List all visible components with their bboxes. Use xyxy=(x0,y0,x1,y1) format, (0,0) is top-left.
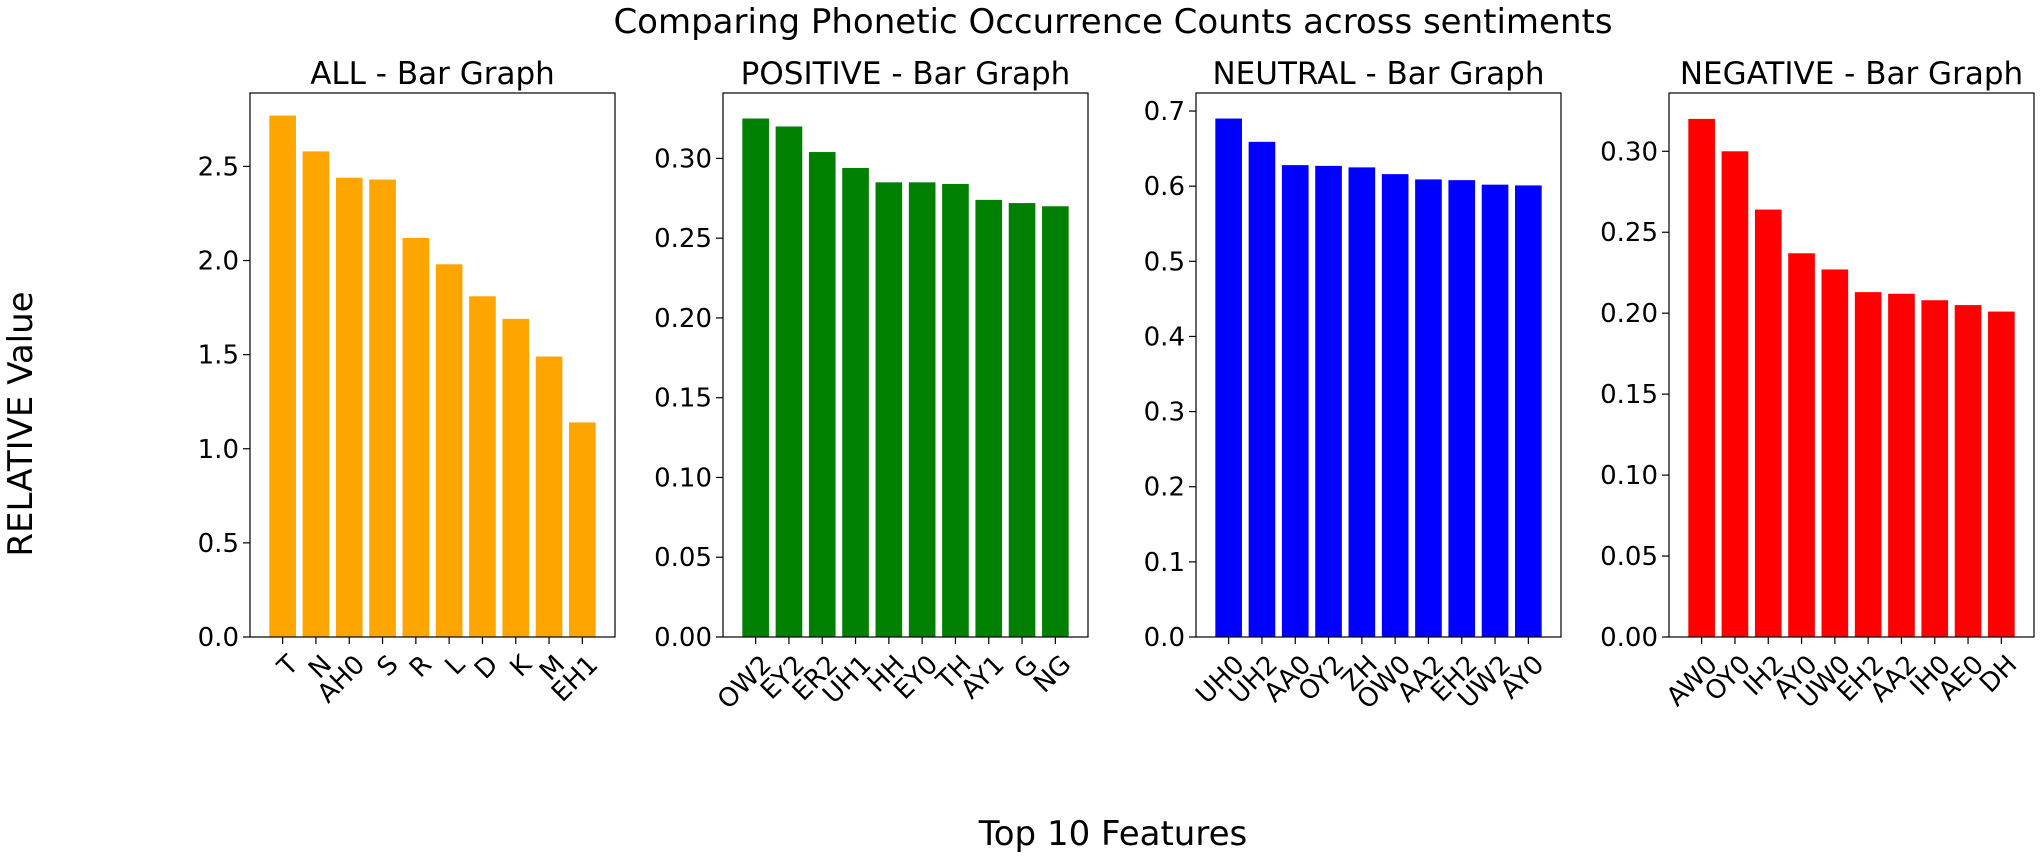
bar-AY0 xyxy=(1515,185,1542,637)
x-tick-label: R xyxy=(404,650,438,684)
chart-panel-1: POSITIVE - Bar Graph 0.00 0.05 0.10 0.15 0.20… xyxy=(654,56,1089,715)
bar-OW2 xyxy=(742,118,769,638)
y-tick-label: 1.5 xyxy=(198,341,239,371)
figure-suptitle: Comparing Phonetic Occurrence Counts acr… xyxy=(613,2,1612,42)
bar-G xyxy=(1008,203,1036,638)
y-tick-label: 0.05 xyxy=(654,543,712,573)
y-tick-label: 0.7 xyxy=(1144,97,1185,127)
x-tick-label: S xyxy=(372,650,405,683)
bar-EH1 xyxy=(569,422,596,637)
bar-OY0 xyxy=(1721,151,1749,638)
bar-ER2 xyxy=(808,152,836,637)
bar-R xyxy=(402,237,430,638)
y-tick-label: 0.5 xyxy=(1144,247,1185,277)
bar-HH xyxy=(875,182,903,637)
y-tick-label: 0.20 xyxy=(1600,299,1658,329)
bar-AA2 xyxy=(1888,293,1915,637)
y-tick-label: 0.00 xyxy=(1600,623,1658,653)
bar-UH1 xyxy=(842,167,869,637)
panel-title: POSITIVE - Bar Graph xyxy=(741,56,1071,92)
bar-UH2 xyxy=(1248,141,1276,637)
chart-panel-2: NEUTRAL - Bar Graph 0.0 0.1 0.2 0.3 0.4 0.5 0.6… xyxy=(1144,56,1562,715)
y-tick-label: 0.5 xyxy=(198,529,239,559)
bar-OW0 xyxy=(1381,174,1409,637)
y-tick-label: 0.10 xyxy=(654,463,712,493)
x-tick-label: NG xyxy=(1028,650,1077,699)
panel-title: ALL - Bar Graph xyxy=(310,56,555,92)
y-tick-label: 0.0 xyxy=(1144,623,1185,653)
panel-title: NEGATIVE - Bar Graph xyxy=(1680,56,2023,92)
figure-y-axis-label: RELATIVE Value xyxy=(1,291,41,556)
y-tick-label: 0.25 xyxy=(654,224,712,254)
y-tick-label: 0.0 xyxy=(198,623,239,653)
bar-AY1 xyxy=(975,199,1003,638)
y-tick-label: 0.30 xyxy=(1600,137,1658,167)
bar-EH2 xyxy=(1448,180,1476,637)
y-tick-label: 1.0 xyxy=(198,435,239,465)
y-tick-label: 0.05 xyxy=(1600,542,1658,572)
y-tick-label: 2.0 xyxy=(198,247,239,277)
bar-M xyxy=(535,356,563,637)
axes-frame xyxy=(249,92,616,638)
y-tick-label: 0.4 xyxy=(1144,322,1185,352)
y-tick-label: 0.30 xyxy=(654,144,712,174)
bar-IH2 xyxy=(1754,209,1782,638)
axes-frame xyxy=(1195,92,1562,638)
y-tick-label: 0.1 xyxy=(1144,548,1185,578)
x-tick-label: D xyxy=(469,650,504,685)
axes-frame xyxy=(722,92,1089,638)
bar-S xyxy=(369,179,396,637)
x-tick-label: T xyxy=(271,650,304,683)
bar-T xyxy=(269,115,296,637)
bar-L xyxy=(435,264,463,637)
y-tick-label: 0.20 xyxy=(654,304,712,334)
bar-TH xyxy=(942,183,969,637)
bar-UH0 xyxy=(1215,118,1242,638)
bar-AW0 xyxy=(1688,118,1715,637)
y-tick-label: 0.2 xyxy=(1144,473,1185,503)
bar-N xyxy=(302,151,330,637)
y-tick-label: 0.15 xyxy=(654,384,712,414)
y-tick-label: 0.15 xyxy=(1600,380,1658,410)
bar-UW0 xyxy=(1821,269,1849,637)
chart-panel-3: NEGATIVE - Bar Graph 0.00 0.05 0.10 0.15 0.20… xyxy=(1600,56,2035,714)
bar-ZH xyxy=(1348,167,1376,638)
y-tick-label: 0.10 xyxy=(1600,461,1658,491)
x-tick-label: DH xyxy=(1974,650,2023,699)
bar-AY0 xyxy=(1788,253,1815,638)
bar-EH2 xyxy=(1854,292,1882,637)
y-tick-label: 0.3 xyxy=(1144,398,1185,428)
bar-OY2 xyxy=(1315,165,1342,637)
bar-D xyxy=(469,296,496,637)
x-tick-label: L xyxy=(440,649,472,681)
bar-EY0 xyxy=(908,182,936,637)
y-tick-label: 0.25 xyxy=(1600,218,1658,248)
y-tick-label: 0.00 xyxy=(654,623,712,653)
bar-K xyxy=(502,318,530,637)
bar-AE0 xyxy=(1954,305,1982,637)
panel-title: NEUTRAL - Bar Graph xyxy=(1212,56,1544,92)
bar-IH0 xyxy=(1921,300,1949,637)
y-tick-label: 0.6 xyxy=(1144,172,1185,202)
axes-frame xyxy=(1668,92,2035,638)
figure-x-axis-label: Top 10 Features xyxy=(978,814,1247,854)
bar-NG xyxy=(1042,206,1069,638)
bar-UW2 xyxy=(1481,184,1509,637)
bar-EY2 xyxy=(775,126,803,637)
y-tick-label: 2.5 xyxy=(198,152,239,182)
bar-AH0 xyxy=(335,177,363,638)
bar-DH xyxy=(1988,311,2015,637)
bar-AA2 xyxy=(1415,179,1442,637)
bar-AA0 xyxy=(1281,165,1309,637)
